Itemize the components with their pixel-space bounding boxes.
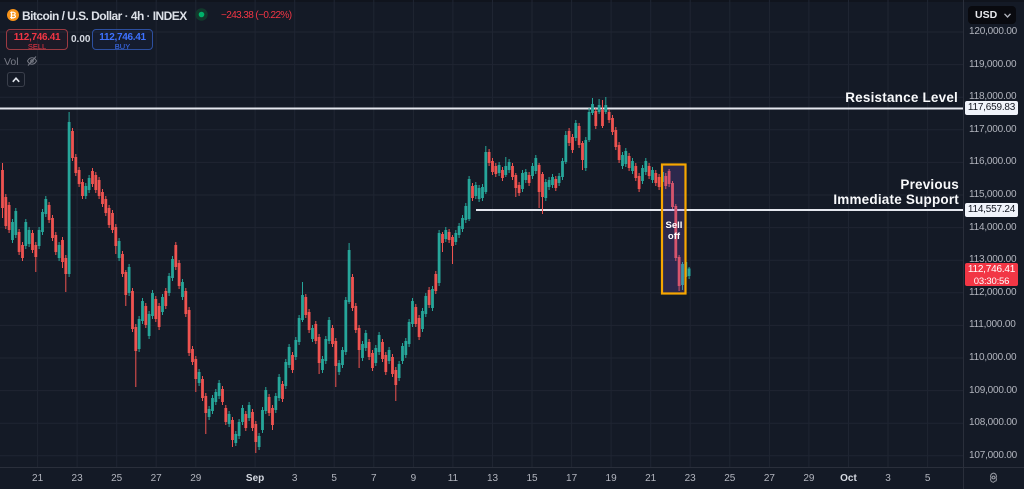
svg-text:₿: ₿	[10, 10, 17, 20]
